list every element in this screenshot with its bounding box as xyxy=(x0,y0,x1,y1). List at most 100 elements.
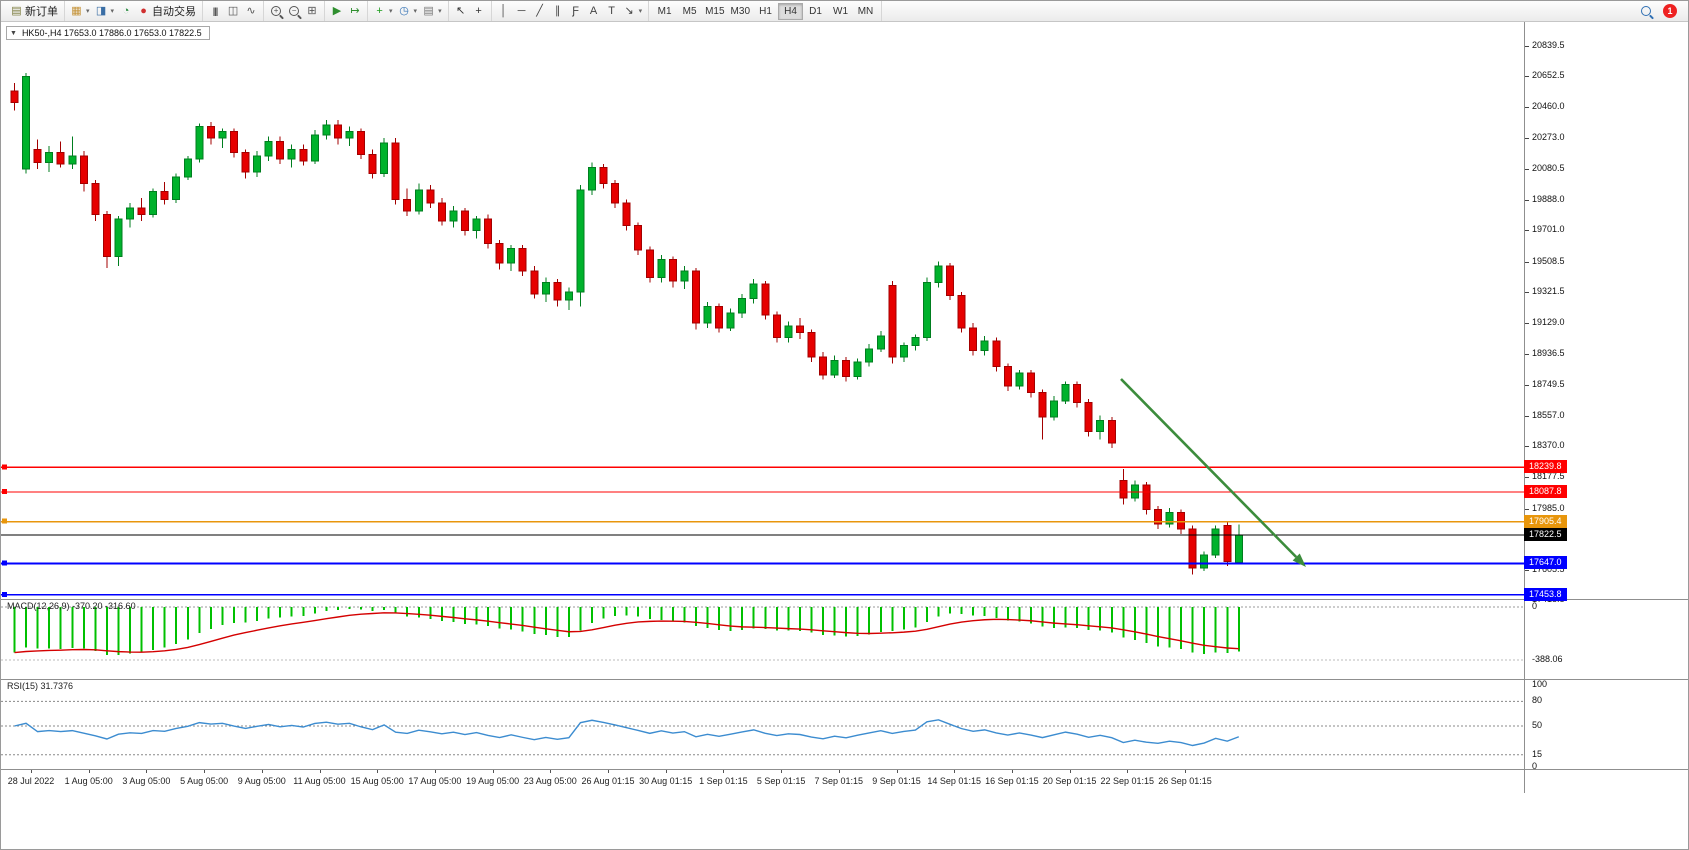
price-axis-label: 18177.5 xyxy=(1532,471,1565,482)
text-icon: A xyxy=(589,4,598,17)
timeframe-h1-button[interactable]: H1 xyxy=(753,3,778,20)
rsi-pane[interactable]: RSI(15) 31.7376 xyxy=(1,679,1524,769)
timeframe-mn-button[interactable]: MN xyxy=(853,3,878,20)
vline-button[interactable]: │ xyxy=(495,3,513,20)
price-chart-pane[interactable]: ▼ HK50-,H4 17653.0 17886.0 17653.0 17822… xyxy=(1,21,1524,599)
arrows-button[interactable]: ↘ ▾ xyxy=(621,3,646,20)
time-axis-label: 23 Aug 05:00 xyxy=(523,776,577,786)
periods-button[interactable]: ◷ ▾ xyxy=(396,3,421,20)
cursor-button[interactable]: ↖ xyxy=(452,3,470,20)
hline-handle-18239.8[interactable] xyxy=(2,464,7,470)
time-axis-label: 11 Aug 05:00 xyxy=(293,776,346,786)
chevron-down-icon: ▾ xyxy=(438,8,442,15)
channel-button[interactable]: ∥ xyxy=(549,3,567,20)
fibonacci-button[interactable]: Ƒ xyxy=(567,3,585,20)
macd-chart[interactable] xyxy=(1,599,1524,679)
chevron-down-icon: ▾ xyxy=(110,8,115,15)
time-axis-tick xyxy=(146,769,148,773)
zoom-out-button[interactable]: − xyxy=(285,3,303,20)
chart-shift-button[interactable]: ↦ xyxy=(346,3,364,20)
line-style-icon: ∿ xyxy=(246,4,256,17)
candles-style-icon: ◫ xyxy=(227,4,239,17)
time-axis-tick xyxy=(723,769,725,773)
hline-handle-17647.0[interactable] xyxy=(2,560,7,566)
price-axis-tick xyxy=(1524,415,1529,417)
price-axis-tick xyxy=(1524,508,1529,510)
price-axis-tick xyxy=(1524,168,1529,170)
timeframe-h4-button[interactable]: H4 xyxy=(778,2,803,20)
macd-axis-label: 0 xyxy=(1532,601,1538,611)
timeframe-m5-button[interactable]: M5 xyxy=(677,3,702,20)
chevron-down-icon: ▾ xyxy=(389,8,393,15)
collapse-icon[interactable]: ▼ xyxy=(10,29,17,37)
time-axis-label: 14 Sep 01:15 xyxy=(927,776,981,786)
candles-style-button[interactable]: ◫ xyxy=(224,3,242,20)
rsi-label: RSI(15) 31.7376 xyxy=(7,681,74,691)
time-axis-label: 5 Aug 05:00 xyxy=(180,776,229,786)
crosshair-button[interactable]: + xyxy=(470,3,488,20)
clock-icon: ◷ xyxy=(399,4,409,17)
time-axis-tick xyxy=(204,769,206,773)
pane-separator[interactable] xyxy=(1,599,1688,600)
pane-separator[interactable] xyxy=(1,679,1688,680)
price-axis-tick xyxy=(1524,107,1529,109)
crosshair-icon: + xyxy=(475,4,482,17)
new-order-button[interactable]: ▤ 新订单 xyxy=(8,3,61,20)
notification-badge[interactable]: 1 xyxy=(1663,4,1677,18)
auto-scroll-button[interactable]: ▶ xyxy=(328,3,346,20)
line-style-button[interactable]: ∿ xyxy=(242,3,260,20)
hline-handle-17905.4[interactable] xyxy=(2,518,7,524)
timeframe-d1-button[interactable]: D1 xyxy=(803,3,828,20)
time-axis-label: 3 Aug 05:00 xyxy=(122,776,171,786)
price-axis-label: 20652.5 xyxy=(1532,70,1565,81)
timeframe-w1-button[interactable]: W1 xyxy=(828,3,853,20)
price-axis-label: 18557.0 xyxy=(1532,409,1565,420)
price-axis-label: 18749.5 xyxy=(1532,378,1565,389)
time-axis-tick xyxy=(261,769,263,773)
macd-axis-label: -388.06 xyxy=(1532,654,1563,664)
tile-windows-button[interactable]: ⊞ xyxy=(303,3,321,20)
new-chart-button[interactable]: ▦ ▾ xyxy=(68,3,93,20)
trendline-button[interactable]: ╱ xyxy=(531,3,549,20)
timeframe-m1-button[interactable]: M1 xyxy=(652,3,677,20)
timeframe-m30-button[interactable]: M30 xyxy=(728,3,753,20)
toolbar-group: ↖ + xyxy=(447,1,491,21)
price-axis-tick xyxy=(1524,600,1529,602)
toolbar-group: + ▾ ◷ ▾ ▤ ▾ xyxy=(367,1,448,21)
bars-style-button[interactable]: ||| xyxy=(206,3,224,20)
time-axis-tick xyxy=(319,769,321,773)
trend-arrow[interactable] xyxy=(1120,378,1306,567)
timeframe-m15-button[interactable]: M15 xyxy=(702,3,727,20)
price-axis-tick xyxy=(1524,570,1529,572)
search-button[interactable] xyxy=(1637,3,1655,20)
time-axis-tick xyxy=(31,769,32,773)
macd-pane[interactable]: MACD(12,26,9) -370.20 -316.60 xyxy=(1,599,1524,679)
time-axis-separator xyxy=(1,769,1688,770)
label-button[interactable]: T xyxy=(603,3,621,20)
rsi-chart[interactable] xyxy=(1,679,1524,769)
hline-handle-17453.8[interactable] xyxy=(2,591,7,597)
market-watch-button[interactable]: ◔ xyxy=(117,3,135,20)
hline-button[interactable]: ─ xyxy=(513,3,531,20)
profiles-button[interactable]: ◨ ▾ xyxy=(93,3,118,20)
autotrade-button[interactable]: ● 自动交易 xyxy=(135,3,199,20)
price-axis-label: 17985.0 xyxy=(1532,502,1565,513)
horizontal-lines xyxy=(1,464,1524,597)
templates-button[interactable]: ▤ ▾ xyxy=(420,3,445,20)
zoom-in-button[interactable]: + xyxy=(267,3,285,20)
text-button[interactable]: A xyxy=(585,3,603,20)
time-axis-label: 22 Sep 01:15 xyxy=(1100,776,1155,786)
time-axis-tick xyxy=(434,769,436,773)
candlestick-chart[interactable] xyxy=(1,21,1524,599)
zoom-in-icon: + xyxy=(271,6,282,16)
hline-handle-18087.8[interactable] xyxy=(2,488,7,494)
ohlc-readout: HK50-,H4 17653.0 17886.0 17653.0 17822.5 xyxy=(21,28,202,38)
time-axis-label: 17 Aug 05:00 xyxy=(408,776,462,786)
time-axis-label: 26 Aug 01:15 xyxy=(581,776,635,786)
time-axis-tick xyxy=(492,769,494,773)
add-indicator-icon: + xyxy=(376,4,383,17)
indicators-button[interactable]: + ▾ xyxy=(371,3,396,20)
price-axis-label: 19701.0 xyxy=(1532,224,1565,235)
search-icon xyxy=(1641,6,1651,16)
toolbar-group: ||| ◫ ∿ xyxy=(202,1,263,21)
